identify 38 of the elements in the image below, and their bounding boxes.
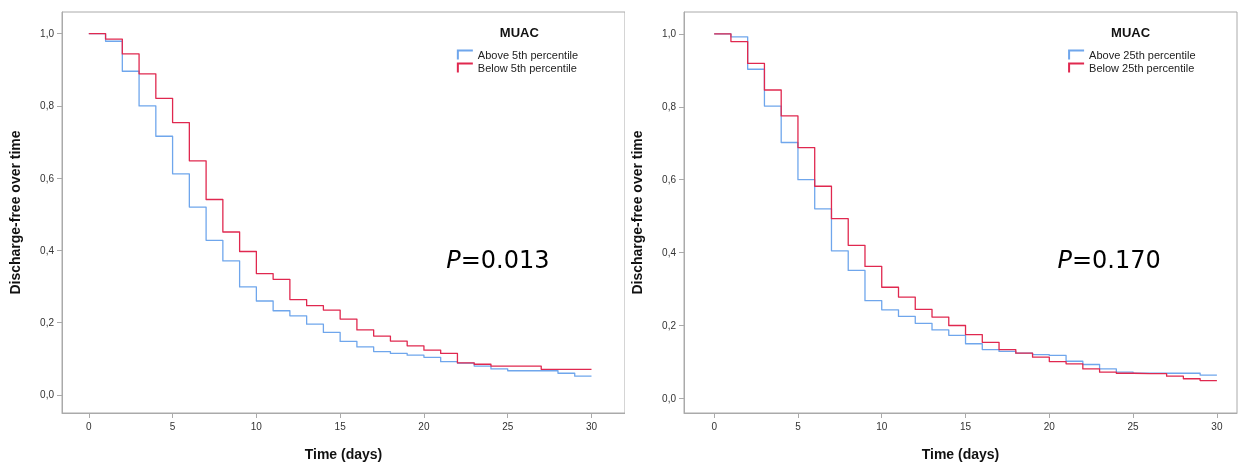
y-tick-label: 0,8 — [662, 101, 677, 113]
x-tick-label: 10 — [250, 420, 263, 432]
x-tick-label: 0 — [711, 420, 718, 432]
x-tick-label: 15 — [959, 420, 972, 432]
y-tick-label: 0,2 — [662, 320, 677, 332]
y-axis-title: Discharge-free over time — [629, 130, 645, 295]
legend-label: Above 25th percentile — [1089, 48, 1196, 61]
x-tick-label: 5 — [795, 420, 802, 432]
annotation: P=0.170 — [1057, 246, 1161, 274]
y-tick-label: 0,2 — [40, 317, 55, 329]
y-tick-label: 0,0 — [40, 389, 55, 401]
y-tick-label: 1,0 — [40, 28, 55, 40]
y-tick-label: 0,6 — [662, 174, 677, 186]
y-tick-label: 0,4 — [662, 247, 677, 259]
legend-label: Below 5th percentile — [477, 61, 577, 74]
x-tick-label: 5 — [169, 420, 176, 432]
legend-title: MUAC — [499, 25, 540, 40]
x-tick-label: 20 — [418, 420, 430, 432]
y-tick-label: 0,0 — [662, 392, 677, 404]
x-tick-label: 25 — [1127, 420, 1140, 432]
x-tick-label: 30 — [585, 420, 598, 432]
legend-label: Below 25th percentile — [1089, 61, 1195, 74]
y-tick-label: 0,4 — [40, 244, 55, 256]
y-tick-label: 0,6 — [40, 172, 55, 184]
x-axis-title: Time (days) — [921, 446, 1000, 462]
x-tick-label: 30 — [1211, 420, 1223, 432]
x-tick-label: 15 — [334, 420, 347, 432]
y-tick-label: 0,8 — [40, 100, 55, 112]
y-axis-title: Discharge-free over time — [7, 130, 23, 295]
legend-title: MUAC — [1111, 25, 1151, 40]
x-tick-label: 25 — [502, 420, 514, 432]
legend-label: Above 5th percentile — [477, 48, 579, 61]
x-tick-label: 0 — [86, 420, 93, 432]
y-tick-label: 1,0 — [662, 28, 677, 40]
x-tick-label: 20 — [1043, 420, 1056, 432]
x-axis-title: Time (days) — [304, 446, 383, 462]
x-tick-label: 10 — [876, 420, 888, 432]
annotation: P=0.013 — [446, 246, 550, 274]
